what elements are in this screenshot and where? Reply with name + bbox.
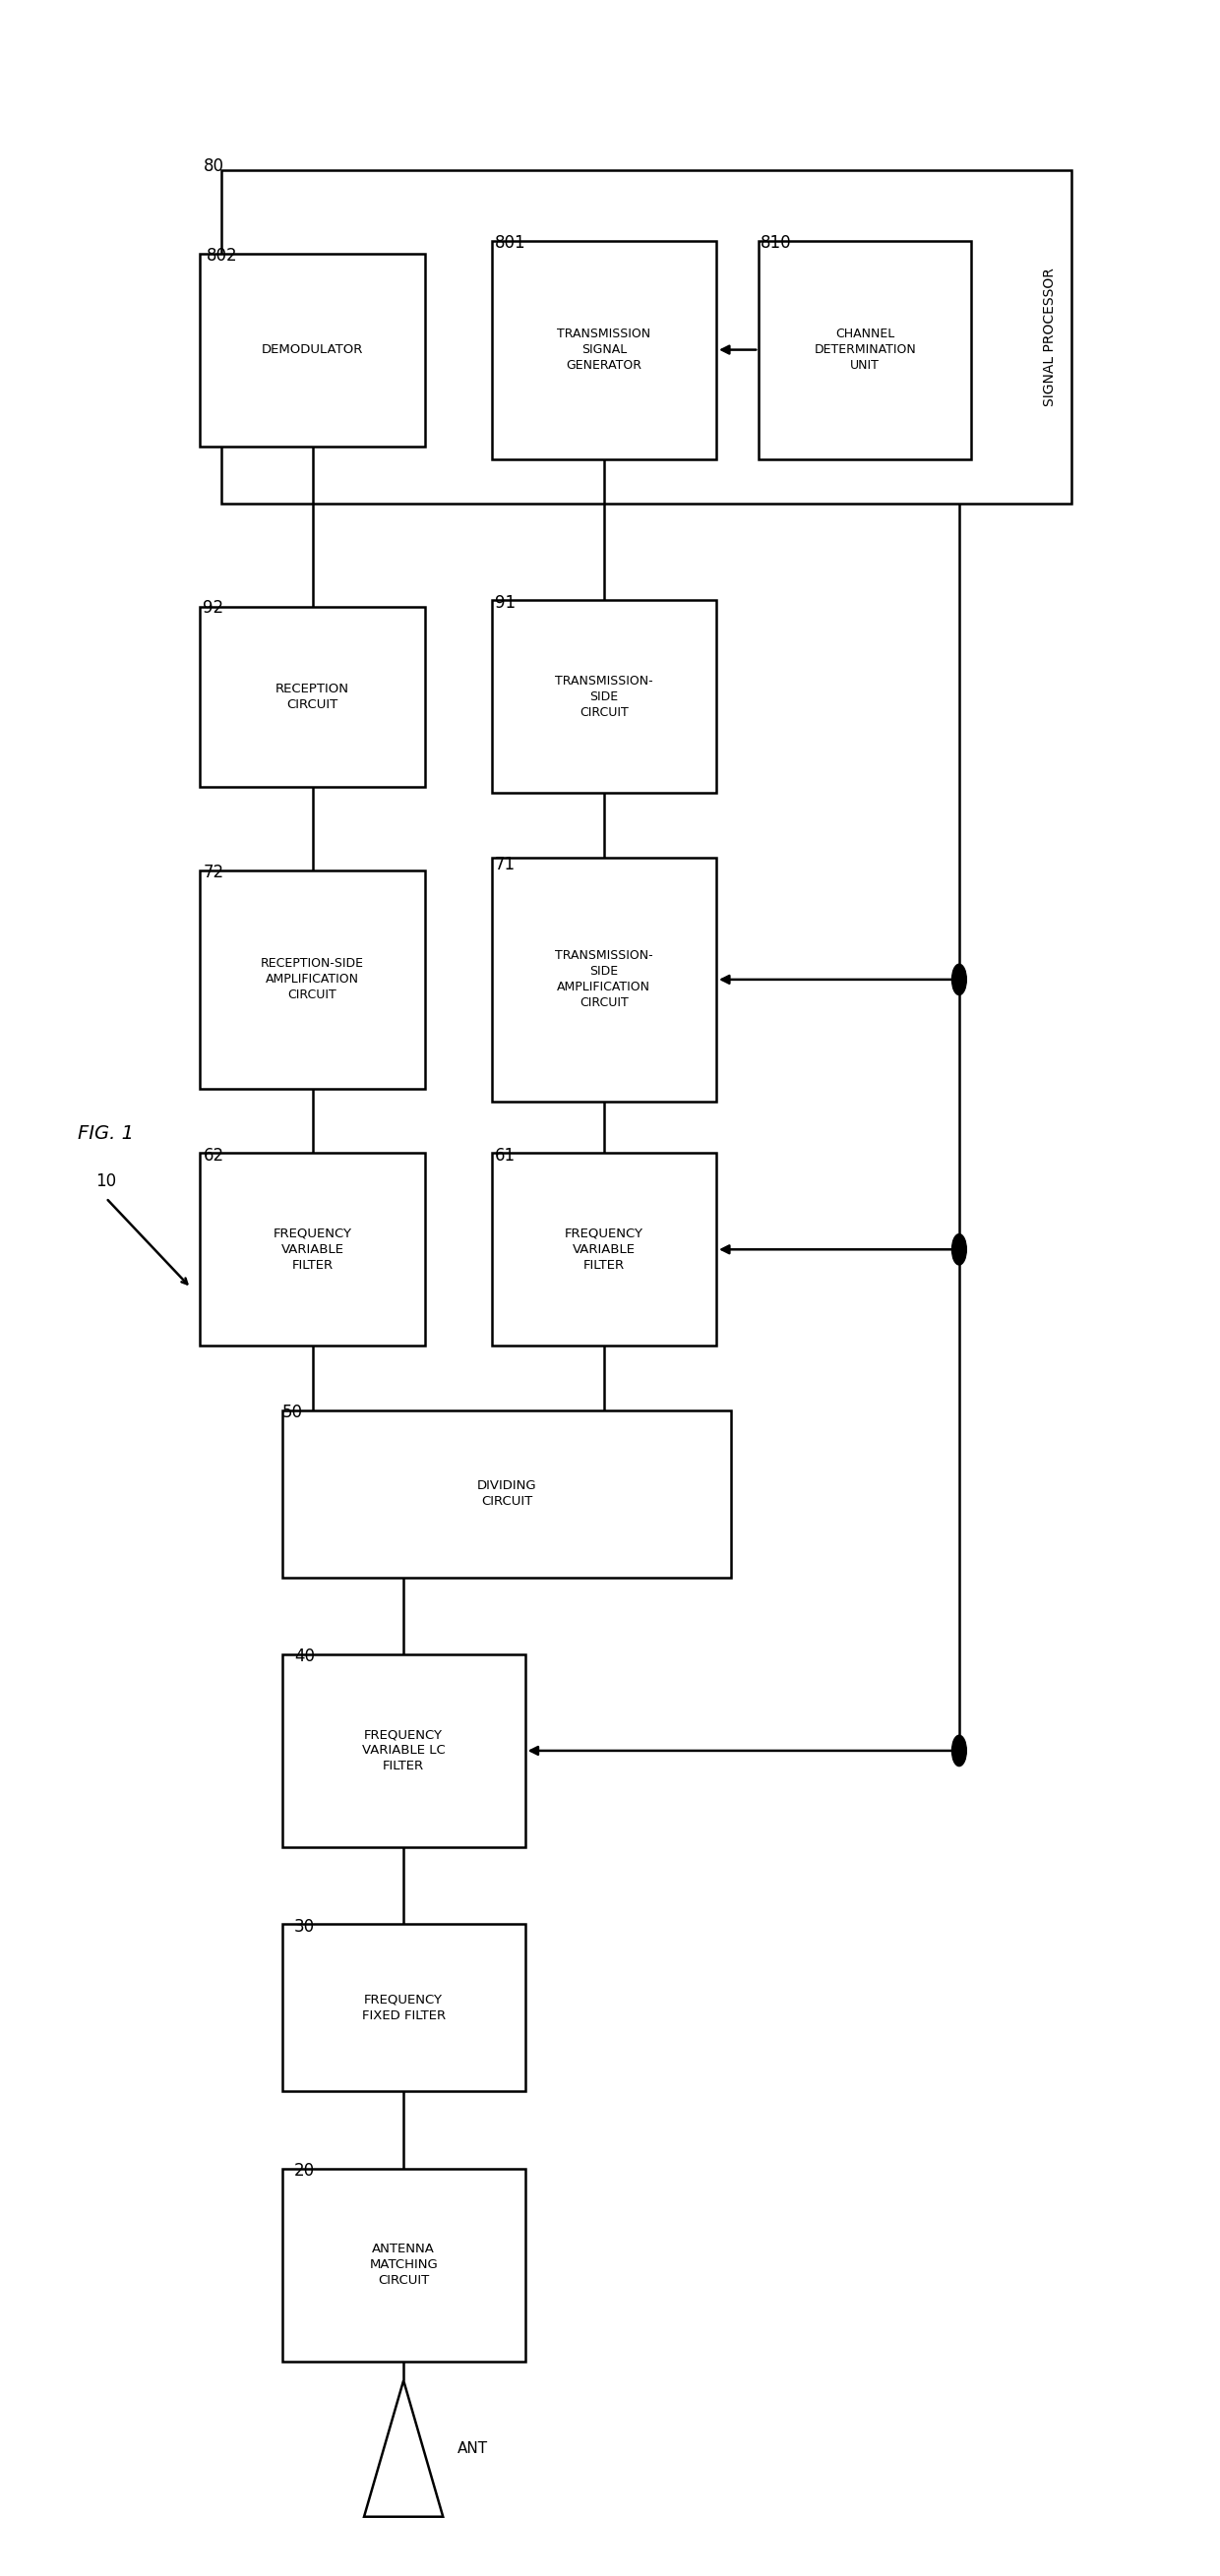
- FancyBboxPatch shape: [200, 1154, 425, 1345]
- Circle shape: [952, 963, 966, 994]
- Text: 20: 20: [294, 2161, 315, 2179]
- Text: FREQUENCY
FIXED FILTER: FREQUENCY FIXED FILTER: [361, 1994, 445, 2022]
- Text: RECEPTION
CIRCUIT: RECEPTION CIRCUIT: [276, 683, 349, 711]
- Text: ANTENNA
MATCHING
CIRCUIT: ANTENNA MATCHING CIRCUIT: [370, 2244, 438, 2287]
- Text: 10: 10: [95, 1172, 116, 1190]
- Text: 61: 61: [494, 1146, 515, 1164]
- Text: FREQUENCY
VARIABLE
FILTER: FREQUENCY VARIABLE FILTER: [273, 1226, 351, 1273]
- FancyBboxPatch shape: [492, 1154, 716, 1345]
- FancyBboxPatch shape: [492, 240, 716, 459]
- Circle shape: [952, 1736, 966, 1767]
- Text: 71: 71: [494, 855, 515, 873]
- Text: 72: 72: [204, 863, 224, 881]
- Text: DIVIDING
CIRCUIT: DIVIDING CIRCUIT: [477, 1479, 537, 1507]
- Text: FREQUENCY
VARIABLE
FILTER: FREQUENCY VARIABLE FILTER: [565, 1226, 643, 1273]
- FancyBboxPatch shape: [200, 608, 425, 786]
- Circle shape: [952, 1234, 966, 1265]
- Text: 810: 810: [760, 234, 792, 252]
- Text: 92: 92: [204, 600, 224, 616]
- FancyBboxPatch shape: [282, 2169, 525, 2362]
- Polygon shape: [364, 2380, 443, 2517]
- Text: TRANSMISSION-
SIDE
AMPLIFICATION
CIRCUIT: TRANSMISSION- SIDE AMPLIFICATION CIRCUIT: [555, 951, 653, 1010]
- FancyBboxPatch shape: [200, 871, 425, 1090]
- Text: FREQUENCY
VARIABLE LC
FILTER: FREQUENCY VARIABLE LC FILTER: [362, 1728, 445, 1772]
- Text: 802: 802: [206, 247, 238, 265]
- Text: TRANSMISSION
SIGNAL
GENERATOR: TRANSMISSION SIGNAL GENERATOR: [558, 327, 650, 371]
- Text: 40: 40: [294, 1649, 315, 1667]
- FancyBboxPatch shape: [492, 858, 716, 1103]
- Text: TRANSMISSION-
SIDE
CIRCUIT: TRANSMISSION- SIDE CIRCUIT: [555, 675, 653, 719]
- Text: RECEPTION-SIDE
AMPLIFICATION
CIRCUIT: RECEPTION-SIDE AMPLIFICATION CIRCUIT: [261, 958, 364, 1002]
- FancyBboxPatch shape: [282, 1654, 525, 1847]
- Text: 62: 62: [204, 1146, 224, 1164]
- Text: 50: 50: [282, 1404, 303, 1422]
- Text: 801: 801: [494, 234, 526, 252]
- Text: 91: 91: [494, 595, 515, 611]
- FancyBboxPatch shape: [759, 240, 971, 459]
- Text: DEMODULATOR: DEMODULATOR: [261, 343, 364, 355]
- FancyBboxPatch shape: [282, 1924, 525, 2092]
- Text: 80: 80: [203, 157, 223, 175]
- Text: ANT: ANT: [458, 2442, 488, 2455]
- FancyBboxPatch shape: [492, 600, 716, 793]
- Text: 30: 30: [294, 1917, 315, 1935]
- FancyBboxPatch shape: [282, 1409, 732, 1577]
- Text: SIGNAL PROCESSOR: SIGNAL PROCESSOR: [1043, 268, 1057, 407]
- FancyBboxPatch shape: [200, 252, 425, 446]
- Text: FIG. 1: FIG. 1: [78, 1123, 134, 1144]
- Text: CHANNEL
DETERMINATION
UNIT: CHANNEL DETERMINATION UNIT: [814, 327, 916, 371]
- FancyBboxPatch shape: [221, 170, 1071, 505]
